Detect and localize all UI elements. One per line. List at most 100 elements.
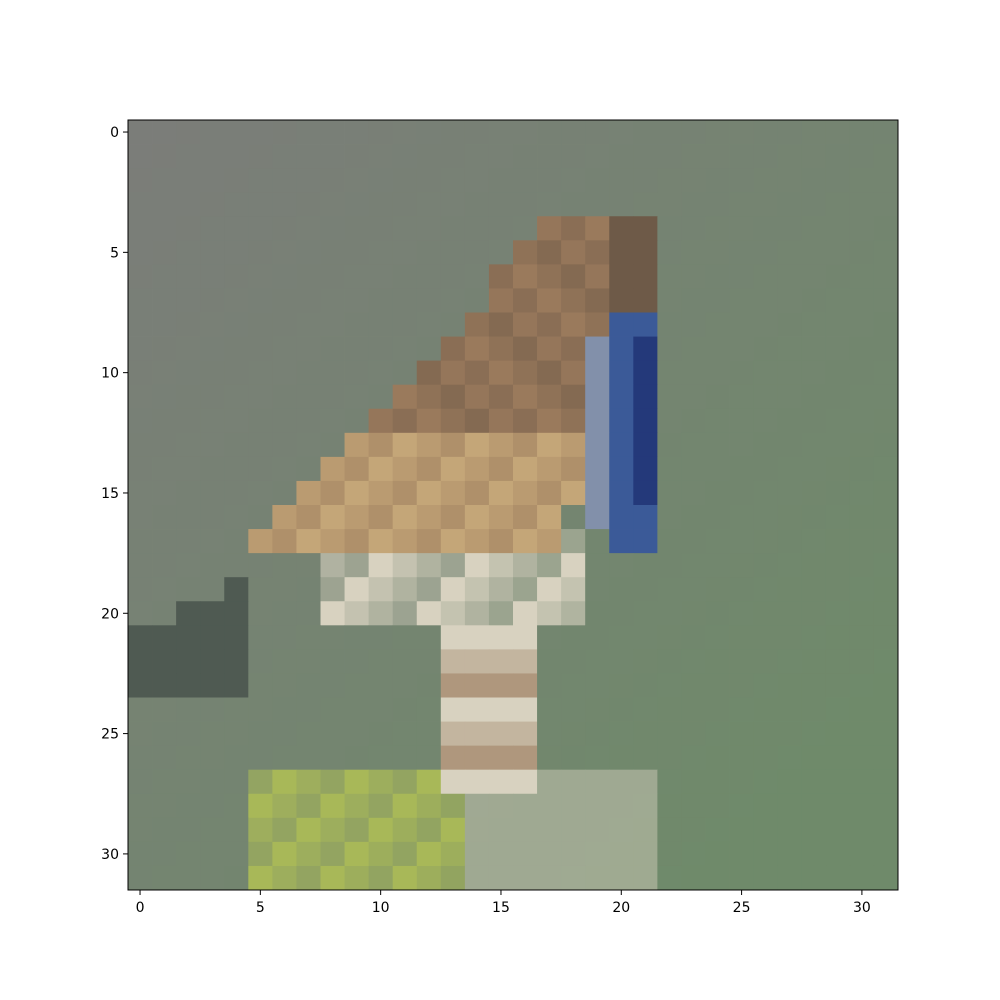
image-pixel — [176, 529, 201, 554]
image-pixel — [392, 336, 418, 362]
image-pixel — [128, 697, 153, 722]
image-pixel — [825, 384, 851, 410]
image-pixel — [248, 697, 273, 722]
image-pixel — [705, 793, 730, 819]
image-pixel — [224, 601, 249, 626]
image-pixel — [681, 577, 706, 602]
image-pixel — [681, 529, 706, 554]
image-pixel — [681, 817, 706, 843]
image-pixel — [296, 216, 321, 241]
image-pixel — [224, 144, 249, 169]
image-pixel — [825, 360, 851, 386]
image-pixel — [585, 649, 610, 674]
image-pixel — [609, 240, 634, 265]
image-pixel — [873, 865, 899, 891]
image-pixel — [633, 529, 658, 554]
image-pixel — [849, 841, 875, 867]
image-pixel — [488, 192, 514, 217]
image-pixel — [681, 553, 706, 578]
image-pixel — [585, 601, 610, 626]
image-pixel — [873, 360, 899, 386]
image-pixel — [272, 745, 297, 771]
image-pixel — [464, 168, 490, 193]
image-pixel — [248, 264, 273, 289]
image-pixel — [296, 769, 321, 795]
image-pixel — [224, 264, 249, 289]
image-pixel — [128, 793, 153, 819]
image-pixel — [488, 745, 514, 771]
image-pixel — [585, 721, 610, 747]
image-pixel — [609, 408, 634, 434]
image-pixel — [464, 649, 490, 674]
image-pixel — [224, 480, 249, 506]
image-pixel — [320, 144, 345, 169]
image-pixel — [729, 649, 755, 674]
image-pixel — [873, 673, 899, 698]
image-pixel — [464, 625, 490, 650]
image-pixel — [849, 529, 875, 554]
image-pixel — [729, 264, 755, 289]
image-pixel — [657, 192, 682, 217]
image-pixel — [224, 577, 249, 602]
image-pixel — [561, 841, 586, 867]
image-pixel — [513, 192, 538, 217]
image-pixel — [320, 505, 345, 530]
image-pixel — [176, 384, 201, 410]
image-pixel — [537, 601, 562, 626]
image-pixel — [537, 240, 562, 265]
image-pixel — [873, 505, 899, 530]
image-pixel — [200, 577, 225, 602]
image-pixel — [537, 841, 562, 867]
image-pixel — [849, 721, 875, 747]
image-pixel — [705, 577, 730, 602]
image-pixel — [513, 120, 538, 145]
image-pixel — [128, 360, 153, 386]
image-pixel — [585, 408, 610, 434]
image-pixel — [128, 168, 153, 193]
image-pixel — [561, 529, 586, 554]
image-pixel — [392, 408, 418, 434]
image-pixel — [440, 673, 466, 698]
image-pixel — [825, 721, 851, 747]
image-pixel — [488, 120, 514, 145]
image-pixel — [753, 793, 779, 819]
image-pixel — [224, 841, 249, 867]
image-pixel — [392, 745, 418, 771]
image-pixel — [152, 288, 177, 313]
image-pixel — [296, 577, 321, 602]
image-pixel — [488, 769, 514, 795]
image-pixel — [609, 432, 634, 458]
x-tick-label: 0 — [136, 900, 145, 916]
image-pixel — [200, 168, 225, 193]
image-pixel — [537, 216, 562, 241]
image-pixel — [488, 601, 514, 626]
image-pixel — [344, 817, 370, 843]
image-pixel — [152, 697, 177, 722]
image-pixel — [248, 288, 273, 313]
image-pixel — [176, 745, 201, 771]
image-pixel — [657, 553, 682, 578]
image-pixel — [320, 865, 345, 891]
image-pixel — [200, 240, 225, 265]
image-pixel — [537, 384, 562, 410]
image-pixel — [729, 553, 755, 578]
image-pixel — [344, 456, 370, 482]
image-pixel — [248, 120, 273, 145]
image-pixel — [849, 649, 875, 674]
image-pixel — [729, 577, 755, 602]
image-pixel — [488, 480, 514, 506]
image-pixel — [440, 817, 466, 843]
image-pixel — [200, 817, 225, 843]
image-pixel — [464, 769, 490, 795]
image-pixel — [392, 793, 418, 819]
image-pixel — [296, 841, 321, 867]
image-pixel — [753, 673, 779, 698]
image-pixel — [633, 456, 658, 482]
image-pixel — [681, 432, 706, 458]
image-pixel — [344, 168, 370, 193]
image-pixel — [777, 216, 803, 241]
image-pixel — [657, 288, 682, 313]
image-pixel — [416, 697, 442, 722]
image-pixel — [585, 384, 610, 410]
image-pixel — [753, 456, 779, 482]
